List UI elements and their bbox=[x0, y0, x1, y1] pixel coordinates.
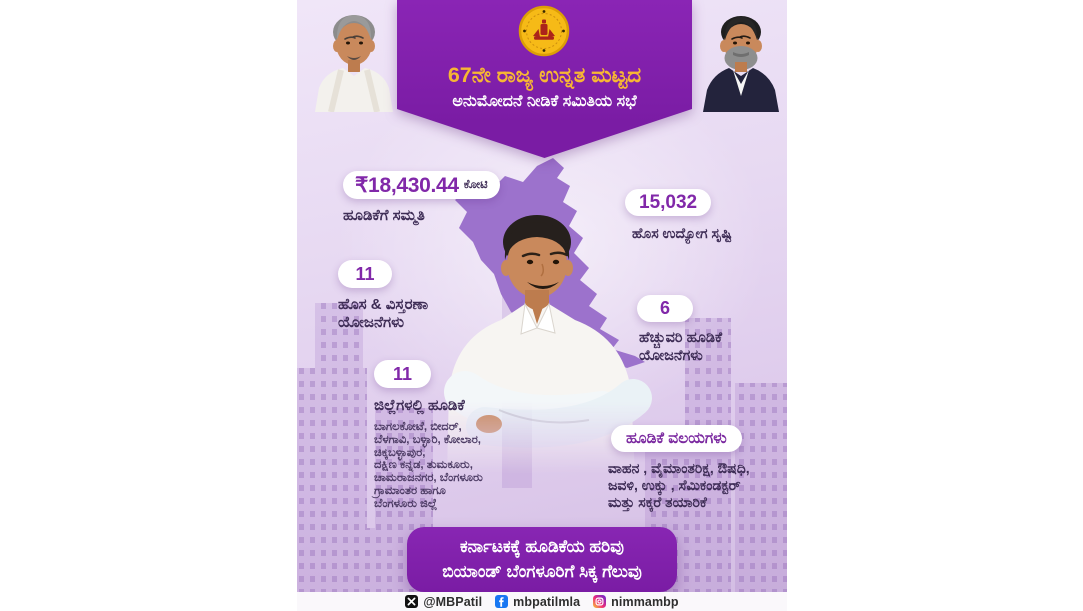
title-line1: 67ನೇ ರಾಜ್ಯ ಉನ್ನತ ಮಟ್ಟದ bbox=[447, 63, 642, 87]
stat-additional-projects: 6 ಹೆಚ್ಚುವರಿ ಹೂಡಿಕೆ ಯೋಜನೆಗಳು bbox=[637, 295, 722, 365]
twitter-handle: @MBPatil bbox=[423, 594, 483, 609]
stat-new-projects: 11 ಹೊಸ & ವಿಸ್ತರಣಾ ಯೋಜನೆಗಳು bbox=[338, 260, 428, 331]
jobs-value-pill: 15,032 bbox=[625, 189, 712, 216]
siddaramaiah-photo bbox=[315, 15, 393, 112]
districts-label: ಜಿಲ್ಲೆಗಳಲ್ಲಿ ಹೂಡಿಕೆ bbox=[374, 397, 465, 414]
districts-value-pill: 11 bbox=[374, 360, 431, 388]
additional-projects-value-pill: 6 bbox=[637, 295, 693, 322]
stat-districts: 11 ಜಿಲ್ಲೆಗಳಲ್ಲಿ ಹೂಡಿಕೆ ಬಾಗಲಕೋಟೆ, ಬೀದರ್, … bbox=[374, 360, 483, 511]
dk-shivakumar-photo bbox=[703, 16, 779, 112]
mb-patil-photo bbox=[444, 215, 652, 474]
facebook-icon bbox=[495, 595, 509, 608]
twitter-handle-group: @MBPatil bbox=[405, 595, 482, 609]
additional-projects-label: ಹೆಚ್ಚುವರಿ ಹೂಡಿಕೆ ಯೋಜನೆಗಳು bbox=[639, 330, 723, 364]
facebook-handle-group: mbpatilmla bbox=[495, 595, 580, 609]
new-projects-label: ಹೊಸ & ವಿಸ್ತರಣಾ ಯೋಜನೆಗಳು bbox=[338, 296, 429, 331]
stat-investment: ₹18,430.44 ಕೋಟಿ ಹೂಡಿಕೆಗೆ ಸಮ್ಮತಿ bbox=[343, 171, 500, 225]
jobs-label: ಹೊಸ ಉದ್ಯೋಗ ಸೃಷ್ಟಿ bbox=[632, 225, 732, 241]
investment-value-pill: ₹18,430.44 ಕೋಟಿ bbox=[343, 171, 500, 199]
instagram-handle: nimmambp bbox=[611, 594, 679, 609]
investment-unit: ಕೋಟಿ bbox=[463, 178, 488, 191]
social-footer: @MBPatil mbpatilmla bbox=[297, 592, 787, 611]
bottom-banner: ಕರ್ನಾಟಕಕ್ಕೆ ಹೂಡಿಕೆಯ ಹರಿವು ಬಿಯಾಂಡ್ ಬೆಂಗಳೂ… bbox=[407, 527, 677, 592]
investment-value: ₹18,430.44 bbox=[355, 173, 459, 197]
x-icon bbox=[405, 595, 419, 608]
stat-jobs: 15,032 ಹೊಸ ಉದ್ಯೋಗ ಸೃಷ್ಟಿ bbox=[625, 189, 732, 243]
bottom-banner-line1: ಕರ್ನಾಟಕಕ್ಕೆ ಹೂಡಿಕೆಯ ಹರಿವು bbox=[460, 537, 624, 556]
instagram-icon bbox=[593, 595, 607, 608]
title-line2: ಅನುಮೋದನೆ ನೀಡಿಕೆ ಸಮಿತಿಯ ಸಭೆ bbox=[452, 93, 637, 110]
sectors-title-pill: ಹೂಡಿಕೆ ವಲಯಗಳು bbox=[611, 425, 742, 452]
facebook-handle: mbpatilmla bbox=[513, 594, 581, 609]
investment-sectors: ಹೂಡಿಕೆ ವಲಯಗಳು ವಾಹನ , ವೈಮಾಂತರಿಕ್ಷ, ಔಷಧಿ, … bbox=[608, 425, 750, 510]
instagram-handle-group: nimmambp bbox=[593, 594, 679, 609]
bottom-banner-line2: ಬಿಯಾಂಡ್ ಬೆಂಗಳೂರಿಗೆ ಸಿಕ್ಕ ಗೆಲುವು bbox=[442, 562, 642, 581]
investment-label: ಹೂಡಿಕೆಗೆ ಸಮ್ಮತಿ bbox=[343, 207, 425, 224]
karnataka-govt-emblem-icon bbox=[518, 5, 570, 57]
sectors-list: ವಾಹನ , ವೈಮಾಂತರಿಕ್ಷ, ಔಷಧಿ, ಜವಳಿ, ಉಕ್ಕು , … bbox=[608, 460, 750, 510]
infographic-canvas: ₹18,430.44 ಕೋಟಿ ಹೂಡಿಕೆಗೆ ಸಮ್ಮತಿ 15,032 ಹ… bbox=[297, 0, 787, 611]
new-projects-value-pill: 11 bbox=[338, 260, 392, 288]
districts-list: ಬಾಗಲಕೋಟೆ, ಬೀದರ್, ಬೆಳಗಾವಿ, ಬಳ್ಳಾರಿ, ಕೋಲಾರ… bbox=[374, 421, 483, 510]
